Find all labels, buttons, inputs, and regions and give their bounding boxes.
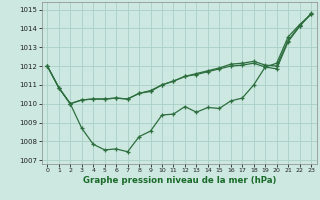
X-axis label: Graphe pression niveau de la mer (hPa): Graphe pression niveau de la mer (hPa): [83, 176, 276, 185]
